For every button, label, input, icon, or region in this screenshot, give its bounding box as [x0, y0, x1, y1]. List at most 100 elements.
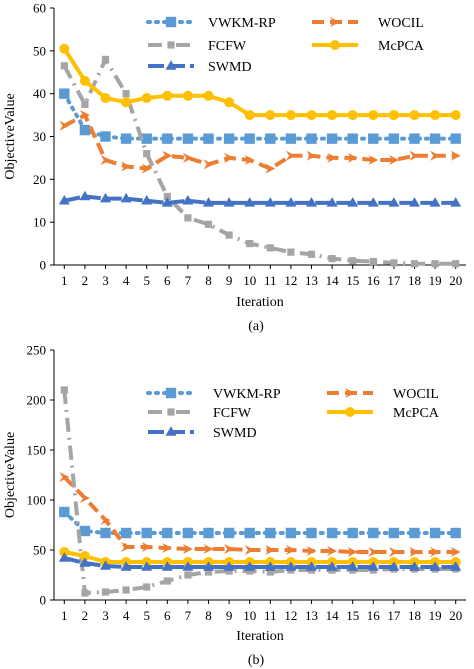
data-point: [285, 561, 297, 571]
data-point: [203, 133, 214, 144]
x-tick-label: 16: [367, 273, 381, 288]
x-tick-label: 18: [408, 273, 421, 288]
legend-item: SWMD: [148, 426, 257, 441]
legend: VWKM-RP WOCIL FCFW McPCA SWMD: [146, 387, 440, 441]
data-point: [244, 155, 255, 166]
data-point: [100, 560, 111, 570]
data-point: [431, 260, 439, 268]
x-tick-label: 17: [387, 273, 401, 288]
x-tick-label: 16: [367, 608, 381, 623]
y-tick-label: 50: [33, 43, 46, 58]
data-point: [101, 55, 110, 63]
data-point: [326, 133, 338, 144]
x-axis-title: Iteration: [236, 295, 283, 310]
data-point: [430, 150, 441, 161]
data-point: [121, 542, 132, 552]
y-axis-title: ObjectiveValue: [3, 93, 18, 179]
data-point: [184, 214, 192, 222]
data-point: [450, 527, 461, 539]
data-point: [163, 577, 171, 585]
data-point: [246, 239, 254, 248]
data-point: [388, 110, 399, 121]
data-point: [347, 547, 358, 557]
data-point: [266, 568, 274, 576]
data-point: [347, 152, 358, 163]
data-point: [347, 110, 358, 121]
data-point: [327, 546, 338, 556]
legend-label: VWKM-RP: [213, 387, 281, 402]
data-point: [244, 110, 255, 121]
legend-label: WOCIL: [378, 16, 424, 31]
data-point: [79, 493, 90, 503]
data-point: [162, 543, 173, 553]
data-point: [327, 152, 338, 163]
data-point: [79, 124, 91, 136]
data-point: [120, 192, 132, 203]
data-point: [244, 197, 256, 207]
series-line: [62, 475, 456, 554]
legend-marker: [165, 426, 177, 436]
data-point: [347, 133, 358, 144]
data-point: [182, 133, 194, 144]
legend-item: VWKM-RP: [146, 16, 276, 31]
data-point: [161, 197, 173, 207]
data-point: [244, 527, 255, 539]
data-point: [141, 527, 152, 539]
data-point: [120, 527, 132, 539]
x-tick-label: 11: [264, 608, 277, 623]
data-point: [223, 197, 235, 207]
data-point: [450, 561, 462, 571]
data-point: [182, 195, 194, 205]
data-point: [141, 195, 153, 205]
data-point: [430, 110, 441, 121]
data-point: [306, 527, 317, 539]
data-point: [367, 561, 379, 571]
data-point: [450, 150, 461, 161]
data-point: [409, 197, 420, 207]
y-tick-label: 10: [33, 215, 46, 230]
x-tick-label: 6: [164, 273, 171, 288]
data-point: [430, 547, 441, 557]
data-point: [203, 561, 214, 571]
data-point: [347, 197, 359, 207]
data-point: [184, 571, 192, 579]
data-point: [223, 133, 235, 144]
legend-item: VWKM-RP: [146, 387, 281, 402]
data-point: [388, 527, 400, 539]
data-point: [81, 100, 89, 108]
data-point: [285, 133, 297, 144]
x-tick-label: 9: [226, 273, 233, 288]
series-line: [63, 556, 456, 569]
data-point: [244, 133, 255, 144]
data-point: [224, 544, 235, 554]
x-tick-label: 6: [164, 608, 171, 623]
data-point: [79, 551, 90, 561]
legend-marker: [165, 387, 177, 399]
data-point: [285, 110, 296, 121]
x-tick-label: 10: [243, 273, 256, 288]
data-point: [182, 152, 193, 163]
data-point: [306, 561, 317, 571]
data-point: [409, 150, 420, 161]
data-point: [121, 97, 132, 108]
data-point: [162, 150, 173, 161]
data-point: [388, 133, 400, 144]
data-point: [182, 90, 193, 101]
x-tick-label: 2: [82, 608, 89, 623]
data-point: [429, 527, 441, 539]
data-point: [326, 197, 338, 207]
data-point: [204, 220, 213, 228]
data-point: [79, 525, 91, 537]
data-point: [122, 586, 130, 594]
series-swmd: [58, 190, 462, 207]
data-point: [307, 250, 316, 258]
data-point: [141, 561, 153, 571]
y-tick-label: 30: [33, 129, 46, 144]
data-point: [452, 260, 460, 268]
data-point: [265, 545, 276, 555]
data-point: [224, 152, 235, 163]
legend-marker: [167, 41, 175, 49]
data-point: [182, 544, 193, 554]
series-wocil: [59, 472, 461, 557]
